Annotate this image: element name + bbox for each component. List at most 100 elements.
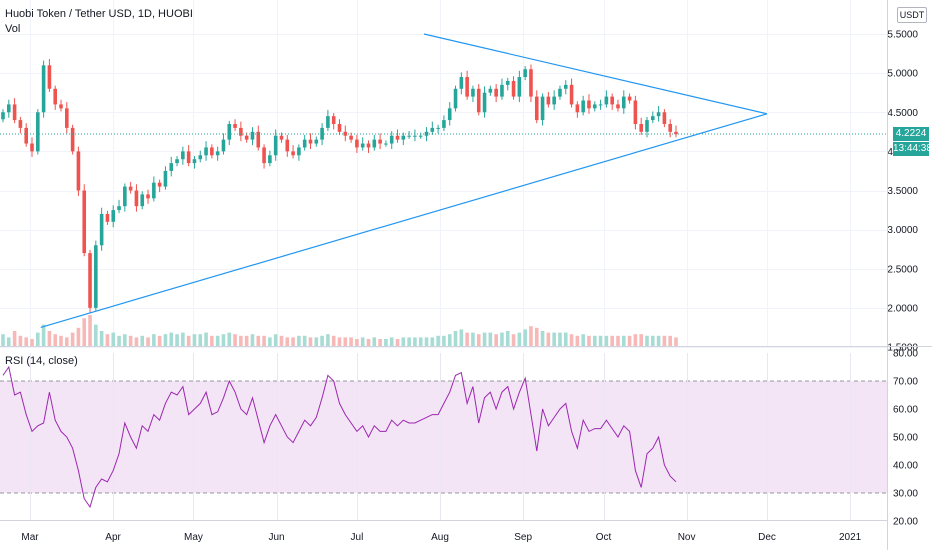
volume-bar: [511, 334, 516, 347]
time-tick-label: Jun: [268, 532, 284, 543]
rsi-axis[interactable]: 20.00 30.00 40.00 50.00 60.00 70.00 80.00: [893, 349, 918, 528]
candle-body: [534, 96, 539, 121]
candle-body: [12, 104, 17, 121]
volume-bar: [500, 332, 504, 347]
candle-body: [314, 139, 319, 144]
volume-bar: [523, 329, 527, 347]
volume-bar: [105, 334, 110, 347]
candle-body: [181, 151, 185, 160]
candle-body: [418, 135, 423, 137]
volume-bar: [111, 332, 116, 347]
trendline[interactable]: [423, 33, 768, 115]
volume-bar: [633, 334, 638, 347]
candle-body: [447, 108, 452, 121]
candle-body: [41, 65, 46, 113]
currency-button[interactable]: USDT: [897, 7, 927, 23]
candle-body: [59, 104, 63, 109]
volume-bar: [268, 337, 272, 347]
trendline[interactable]: [40, 113, 768, 329]
volume-bar: [546, 332, 551, 347]
candle-body: [523, 69, 527, 78]
volume-bar: [610, 335, 614, 347]
volume-bar: [424, 337, 429, 347]
rsi-tick-label: 80.00: [893, 349, 918, 360]
volume-bar: [471, 332, 475, 347]
candle-body: [662, 112, 667, 124]
candle-body: [540, 96, 545, 121]
trendlines: [0, 33, 887, 329]
volume-bar: [459, 329, 464, 347]
candle-body: [563, 84, 568, 89]
volume-bar: [517, 332, 522, 347]
volume-bar: [233, 334, 237, 347]
volume-bar: [453, 331, 458, 347]
candle-body: [349, 135, 353, 140]
candle-body: [128, 186, 133, 191]
time-tick-label: Oct: [596, 532, 612, 543]
volume-bar: [302, 335, 307, 347]
candle-body: [140, 194, 145, 207]
volume-bar: [366, 339, 371, 347]
candle-body: [355, 139, 359, 148]
time-tick-label: Sep: [514, 532, 532, 543]
candle-body: [227, 123, 232, 140]
candle-body: [650, 116, 655, 121]
candle-body: [215, 151, 220, 156]
volume-bar: [442, 335, 446, 347]
volume-bar: [331, 335, 336, 347]
candle-body: [273, 135, 278, 156]
volume-bar: [146, 337, 150, 347]
volume-bar: [94, 324, 98, 347]
volume-bar: [256, 335, 261, 347]
symbol-title[interactable]: Huobi Token / Tether USD, 1D, HUOBI: [5, 8, 193, 20]
volume-bar: [482, 332, 487, 347]
candle-body: [233, 123, 237, 128]
time-tick-label: Mar: [21, 532, 39, 543]
candle-body: [198, 155, 203, 160]
volume-bar: [465, 332, 469, 347]
volume-bar: [378, 339, 382, 347]
price-tick-label: 5.0000: [887, 69, 918, 80]
time-axis[interactable]: Mar Apr May Jun Jul Aug Sep Oct Nov Dec 2021: [21, 532, 861, 543]
volume-bar: [639, 334, 643, 347]
candle-body: [268, 155, 272, 164]
candle-body: [372, 139, 377, 148]
volume-bar: [430, 337, 435, 347]
candle-body: [99, 213, 104, 246]
volume-label[interactable]: Vol: [5, 23, 21, 35]
rsi-band: [0, 380, 887, 494]
volume-bar: [656, 335, 661, 347]
rsi-line: [2, 365, 677, 509]
time-tick-label: Nov: [678, 532, 696, 543]
time-tick-label: Aug: [431, 532, 449, 543]
volume-bar: [575, 335, 580, 347]
candle-body: [308, 139, 313, 144]
candle-body: [616, 104, 620, 109]
candle-body: [157, 182, 162, 187]
candle-body: [476, 88, 481, 113]
price-axis[interactable]: 1.50002.00002.50003.00003.50004.00004.50…: [887, 30, 918, 354]
volume-bar: [291, 337, 295, 347]
candle-body: [70, 127, 75, 152]
candle-body: [668, 123, 672, 132]
rsi-label[interactable]: RSI (14, close): [5, 355, 78, 367]
volume-bar: [650, 335, 655, 347]
volume-bar: [279, 335, 284, 347]
candle-body: [186, 151, 191, 164]
volume-bar: [99, 331, 104, 347]
volume-bar: [250, 334, 255, 347]
candle-body: [621, 96, 626, 109]
volume-bar: [239, 335, 243, 347]
candle-body: [256, 131, 261, 148]
candle-body: [529, 69, 533, 97]
volume-bar: [349, 337, 353, 347]
candle-body: [117, 206, 121, 211]
volume-bar: [82, 318, 87, 347]
volume-bar: [198, 334, 203, 347]
candle-body: [569, 84, 574, 105]
candle-body: [291, 151, 295, 156]
time-tick-label: May: [184, 532, 203, 543]
volume-bar: [262, 335, 266, 347]
candle-body: [65, 108, 69, 128]
